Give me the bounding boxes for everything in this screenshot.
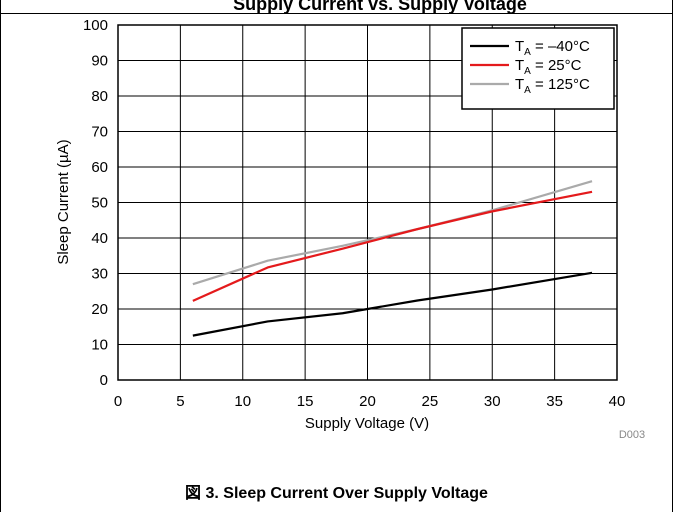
y-tick-label: 60 [91, 159, 108, 176]
x-tick-label: 10 [234, 393, 251, 410]
x-tick-label: 25 [422, 393, 439, 410]
caption-prefix: 図 3. [185, 485, 219, 502]
series-line-1 [192, 190, 593, 302]
x-tick-label: 5 [176, 393, 184, 410]
legend-label-1: TA = 25°C [515, 57, 582, 77]
plot-area-border [117, 24, 618, 381]
legend-label-2: TA = 125°C [515, 76, 590, 96]
y-tick-label: 70 [91, 124, 108, 141]
y-tick-label: 40 [91, 230, 108, 247]
y-tick-label: 50 [91, 195, 108, 212]
x-tick-labels: 0 5 10 15 20 25 30 35 40 [114, 393, 626, 410]
y-tick-label: 100 [83, 17, 108, 34]
legend: TA = –40°CTA = 25°CTA = 125°C [461, 27, 615, 110]
figure-id-label: D003 [619, 429, 645, 441]
y-tick-label: 90 [91, 53, 108, 70]
top-rule [0, 13, 673, 14]
series-line-2 [192, 180, 593, 286]
y-tick-label: 20 [91, 301, 108, 318]
series-line-0 [192, 271, 593, 337]
chart-title-fragment: Supply Current vs. Supply Voltage [233, 0, 527, 14]
legend-label-0: TA = –40°C [515, 38, 590, 58]
figure-caption: 図 3. Sleep Current Over Supply Voltage [0, 479, 673, 503]
caption-text: Sleep Current Over Supply Voltage [223, 485, 488, 502]
legend-box [461, 27, 615, 110]
x-tick-label: 20 [359, 393, 376, 410]
y-axis-label: Sleep Current (µA) [55, 139, 72, 264]
y-tick-label: 10 [91, 337, 108, 354]
series-layer [192, 180, 593, 337]
x-tick-label: 30 [484, 393, 501, 410]
x-tick-label: 40 [609, 393, 626, 410]
x-tick-label: 35 [546, 393, 563, 410]
y-tick-label: 0 [100, 372, 108, 389]
y-tick-label: 30 [91, 266, 108, 283]
x-tick-label: 15 [297, 393, 314, 410]
x-axis-label: Supply Voltage (V) [305, 415, 429, 432]
x-tick-label: 0 [114, 393, 122, 410]
y-tick-label: 80 [91, 88, 108, 105]
y-tick-labels: 0 10 20 30 40 50 60 70 80 90 100 [83, 17, 108, 389]
